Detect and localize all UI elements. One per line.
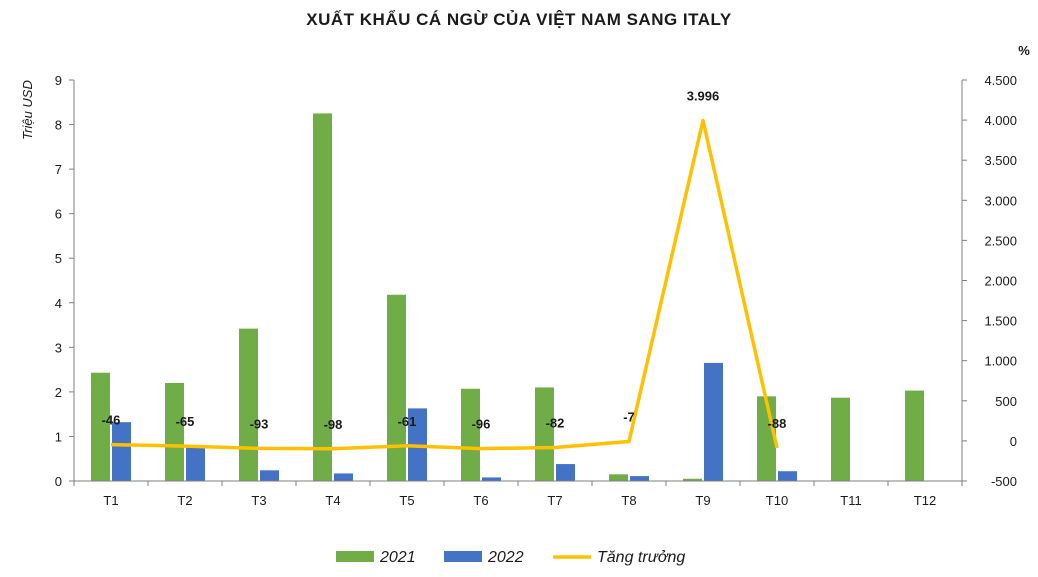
bar-2022-T1 [112, 422, 131, 481]
growth-label-T9: 3.996 [687, 88, 720, 103]
y-tick-label: 8 [55, 118, 62, 133]
legend-2021: 2021 [336, 549, 416, 566]
growth-label-T3: -93 [250, 416, 269, 431]
y-tick-label: 0 [55, 474, 62, 489]
bar-2021-T9 [683, 478, 702, 481]
bar-2022-T3 [260, 470, 279, 481]
y-axis-label: Triệu USD [20, 80, 35, 140]
legend-tang-truong-text: Tăng trưởng [597, 549, 685, 566]
bar-2022-T7 [556, 464, 575, 481]
x-tick-label-T1: T1 [103, 493, 118, 508]
y2-tick-label: 3.000 [984, 193, 1017, 208]
bar-2021-T1 [91, 372, 110, 481]
bar-2021-T4 [313, 113, 332, 482]
bar-2021-T5 [387, 294, 406, 481]
growth-label-T10: -88 [768, 416, 787, 431]
bar-2021-T8 [609, 474, 628, 481]
x-tick-label-T10: T10 [766, 493, 788, 508]
bar-2022-T10 [778, 471, 797, 481]
y-tick-label: 7 [55, 162, 62, 177]
legend-2022-swatch [444, 551, 482, 562]
x-tick-label-T11: T11 [840, 493, 861, 508]
bar-2021-T3 [239, 328, 258, 481]
bar-2022-T9 [704, 362, 723, 481]
x-tick-label-T12: T12 [914, 493, 936, 508]
x-tick-label-T7: T7 [547, 493, 562, 508]
growth-label-T7: -82 [546, 415, 565, 430]
bar-2022-T6 [482, 477, 501, 481]
x-tick-label-T9: T9 [695, 493, 710, 508]
chart-title: XUẤT KHẨU CÁ NGỪ CỦA VIỆT NAM SANG ITALY [306, 10, 732, 29]
bar-2022-T4 [334, 473, 353, 481]
bar-2022-T8 [630, 476, 649, 481]
x-tick-label-T8: T8 [621, 493, 636, 508]
y2-tick-label: 3.500 [984, 153, 1017, 168]
y2-tick-label: 4.000 [984, 113, 1017, 128]
y2-tick-label: 500 [995, 394, 1017, 409]
y2-tick-label: 0 [1010, 434, 1017, 449]
bar-2021-T6 [461, 388, 480, 481]
growth-label-T5: -61 [398, 414, 417, 429]
x-tick-label-T5: T5 [399, 493, 414, 508]
growth-label-T4: -98 [324, 417, 343, 432]
growth-label-T1: -46 [102, 413, 121, 428]
legend-2021-text: 2021 [379, 549, 416, 566]
bar-2022-T2 [186, 446, 205, 481]
growth-label-T2: -65 [176, 414, 195, 429]
legend-2021-swatch [336, 551, 374, 562]
y2-tick-label: 1.500 [984, 314, 1017, 329]
bar-2021-T12 [905, 390, 924, 481]
bar-2021-T2 [165, 382, 184, 481]
y-tick-label: 5 [55, 251, 62, 266]
y-tick-label: 3 [55, 340, 62, 355]
x-tick-label-T2: T2 [177, 493, 192, 508]
y-tick-label: 9 [55, 73, 62, 88]
line-tang-truong [110, 118, 779, 451]
legend-tang-truong: Tăng trưởng [553, 549, 685, 566]
y2-tick-label: 2.000 [984, 274, 1017, 289]
y2-tick-label: -500 [991, 474, 1017, 489]
legend-2022-text: 2022 [487, 549, 524, 566]
growth-label-T8: -7 [623, 409, 635, 424]
y2-tick-label: 2.500 [984, 233, 1017, 248]
bar-2021-T11 [831, 397, 850, 481]
y2-tick-label: 1.000 [984, 354, 1017, 369]
legend-2022: 2022 [444, 549, 524, 566]
y2-tick-label: 4.500 [984, 73, 1017, 88]
y-tick-label: 4 [55, 296, 62, 311]
bar-2021-T7 [535, 387, 554, 481]
y-tick-label: 2 [55, 385, 62, 400]
x-tick-label-T6: T6 [473, 493, 488, 508]
y-tick-label: 1 [55, 429, 62, 444]
x-tick-label-T4: T4 [325, 493, 340, 508]
growth-label-T6: -96 [472, 417, 491, 432]
x-tick-label-T3: T3 [251, 493, 266, 508]
y2-axis-label: % [1018, 43, 1030, 58]
y-tick-label: 6 [55, 207, 62, 222]
